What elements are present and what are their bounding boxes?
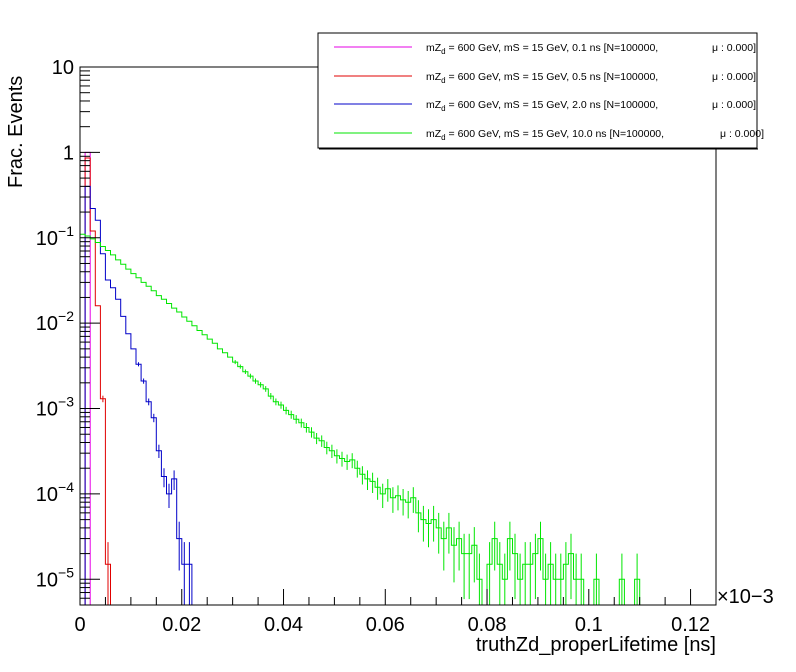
x-tick-label: 0.08 xyxy=(468,614,507,636)
x-axis-title: truthZd_properLifetime [ns] xyxy=(476,634,716,656)
axis-layer: 0 0.02 0.04 0.06 0.08 0.1 0.12 10−5 10−4 10−3 10−2… xyxy=(36,57,717,636)
series-layer xyxy=(79,151,716,606)
legend-box xyxy=(317,32,758,149)
legend-mu-0: μ : 0.000] xyxy=(712,42,756,54)
y-tick-label: 10−1 xyxy=(36,223,74,250)
x-tick-label: 0.12 xyxy=(671,614,710,636)
y-tick-label: 10−4 xyxy=(36,479,74,506)
series-line-1 xyxy=(80,157,111,606)
y-tick-label: 10−5 xyxy=(36,564,74,591)
x-tick-label: 0.06 xyxy=(366,614,405,636)
x-tick-label: 0.1 xyxy=(575,614,603,636)
y-tick-label: 10−2 xyxy=(36,308,74,335)
legend: mZd = 600 GeV, mS = 15 GeV, 0.1 ns [N=10… xyxy=(317,32,764,150)
legend-entry-0: mZd = 600 GeV, mS = 15 GeV, 0.1 ns [N=10… xyxy=(426,42,658,56)
legend-mu-1: μ : 0.000] xyxy=(712,71,756,83)
x-tick-label: 0.04 xyxy=(264,614,303,636)
x-tick-label: 0 xyxy=(74,614,85,636)
x-axis-multiplier: ×10−3 xyxy=(717,586,774,608)
legend-mu-2: μ : 0.000] xyxy=(712,99,756,111)
y-tick-label: 1 xyxy=(63,142,74,164)
legend-mu-3: μ : 0.000] xyxy=(720,128,764,140)
x-tick-label: 0.02 xyxy=(162,614,201,636)
legend-entry-3: mZd = 600 GeV, mS = 15 GeV, 10.0 ns [N=1… xyxy=(426,128,664,142)
y-tick-label: 10 xyxy=(52,57,74,79)
legend-entry-2: mZd = 600 GeV, mS = 15 GeV, 2.0 ns [N=10… xyxy=(426,99,658,113)
series-line-2 xyxy=(80,185,193,606)
y-axis-title: Frac. Events xyxy=(5,76,27,188)
legend-entry-1: mZd = 600 GeV, mS = 15 GeV, 0.5 ns [N=10… xyxy=(426,71,658,85)
y-tick-label: 10−3 xyxy=(36,394,74,421)
